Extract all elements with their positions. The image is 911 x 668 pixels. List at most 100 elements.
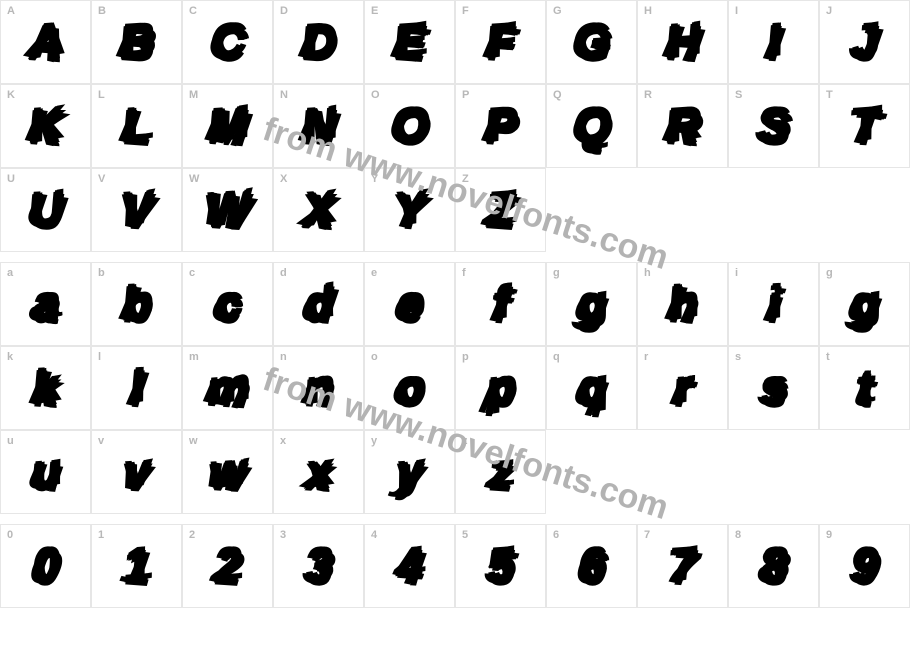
glyph-cell: m mmmmmmm [182,346,273,430]
cell-glyph: 1111111 [107,539,167,599]
cell-key-label: 8 [735,529,741,541]
glyph-cell: i iiiiiii [728,262,819,346]
cell-key-label: E [371,5,378,17]
cell-glyph: 9999999 [835,539,895,599]
cell-glyph: nnnnnnn [289,361,349,421]
cell-key-label: e [371,267,377,279]
glyph-cell: B BBBBBBB [91,0,182,84]
cell-key-label: 1 [98,529,104,541]
cell-glyph: 6666666 [562,539,622,599]
glyph-cell: l lllllll [91,346,182,430]
cell-key-label: o [371,351,378,363]
cell-glyph: FFFFFFF [471,15,531,75]
cell-key-label: v [98,435,104,447]
cell-key-label: R [644,89,652,101]
empty-cell [637,430,728,514]
cell-key-label: 2 [189,529,195,541]
glyph-cell: p ppppppp [455,346,546,430]
svg-text:3: 3 [303,539,333,590]
glyph-cell: 0 0000000 [0,524,91,608]
row-gap [0,514,911,524]
cell-glyph: DDDDDDD [289,15,349,75]
svg-text:N: N [299,99,338,150]
cell-key-label: r [644,351,648,363]
cell-glyph: XXXXXXX [289,183,349,243]
cell-glyph: WWWWWWW [198,183,258,243]
svg-text:o: o [393,361,425,412]
empty-cell [637,168,728,252]
glyph-cell: Z ZZZZZZZ [455,168,546,252]
glyph-cell: g ggggggg [546,262,637,346]
empty-cell [728,430,819,514]
cell-glyph: PPPPPPP [471,99,531,159]
svg-text:0: 0 [30,539,60,590]
cell-key-label: P [462,89,469,101]
cell-glyph: 8888888 [744,539,804,599]
glyph-cell: H HHHHHHH [637,0,728,84]
glyph-cell: 7 7777777 [637,524,728,608]
cell-key-label: K [7,89,15,101]
cell-key-label: z [462,435,468,447]
glyph-cell: s sssssss [728,346,819,430]
svg-text:u: u [29,445,61,496]
svg-text:p: p [482,361,516,412]
svg-text:n: n [302,361,333,412]
cell-key-label: l [98,351,101,363]
cell-glyph: VVVVVVV [107,183,167,243]
cell-key-label: C [189,5,197,17]
cell-glyph: ZZZZZZZ [471,183,531,243]
glyph-cell: q qqqqqqq [546,346,637,430]
svg-text:A: A [25,15,62,66]
svg-text:G: G [571,15,610,66]
cell-glyph: OOOOOOO [380,99,440,159]
svg-text:a: a [30,277,59,328]
svg-text:m: m [204,361,248,413]
svg-text:h: h [666,277,697,328]
cell-key-label: t [826,351,830,363]
cell-glyph: CCCCCCC [198,15,258,75]
cell-glyph: fffffff [471,277,531,337]
cell-key-label: U [7,173,15,185]
cell-key-label: g [553,267,560,279]
svg-text:9: 9 [849,539,879,590]
glyph-cell: P PPPPPPP [455,84,546,168]
glyph-row: K KKKKKKK L LLLLLLL M MMMMMMM N NNNNNNN … [0,84,911,168]
cell-key-label: A [7,5,15,17]
cell-key-label: g [826,267,833,279]
glyph-cell: E EEEEEEE [364,0,455,84]
glyph-cell: b bbbbbbb [91,262,182,346]
cell-key-label: b [98,267,105,279]
svg-text:R: R [663,99,701,150]
glyph-cell: f fffffff [455,262,546,346]
glyph-row: 0 0000000 1 1111111 2 2222222 3 3333333 … [0,524,911,608]
glyph-row: k kkkkkkk l lllllll m mmmmmmm n nnnnnnn … [0,346,911,430]
empty-cell [819,430,910,514]
cell-glyph: iiiiiii [744,277,804,337]
glyph-cell: v vvvvvvv [91,430,182,514]
svg-text:O: O [389,99,429,150]
cell-glyph: uuuuuuu [16,445,76,505]
glyph-row: A AAAAAAA B BBBBBBB C CCCCCCC D DDDDDDD … [0,0,911,84]
cell-glyph: LLLLLLL [107,99,167,159]
cell-glyph: kkkkkkk [16,361,76,421]
glyph-cell: t ttttttt [819,346,910,430]
cell-key-label: N [280,89,288,101]
glyph-cell: 3 3333333 [273,524,364,608]
cell-key-label: Y [371,173,378,185]
glyph-cell: y yyyyyyy [364,430,455,514]
cell-key-label: H [644,5,652,17]
glyph-row: U UUUUUUU V VVVVVVV W WWWWWWW X XXXXXXX … [0,168,911,252]
glyph-cell: 1 1111111 [91,524,182,608]
cell-glyph: lllllll [107,361,167,421]
character-map-table: A AAAAAAA B BBBBBBB C CCCCCCC D DDDDDDD … [0,0,911,608]
glyph-cell: O OOOOOOO [364,84,455,168]
glyph-cell: V VVVVVVV [91,168,182,252]
row-gap [0,252,911,262]
svg-text:S: S [755,99,790,150]
cell-key-label: 5 [462,529,468,541]
cell-key-label: S [735,89,742,101]
cell-key-label: n [280,351,287,363]
cell-key-label: O [371,89,380,101]
svg-text:M: M [205,99,249,151]
cell-key-label: F [462,5,469,17]
